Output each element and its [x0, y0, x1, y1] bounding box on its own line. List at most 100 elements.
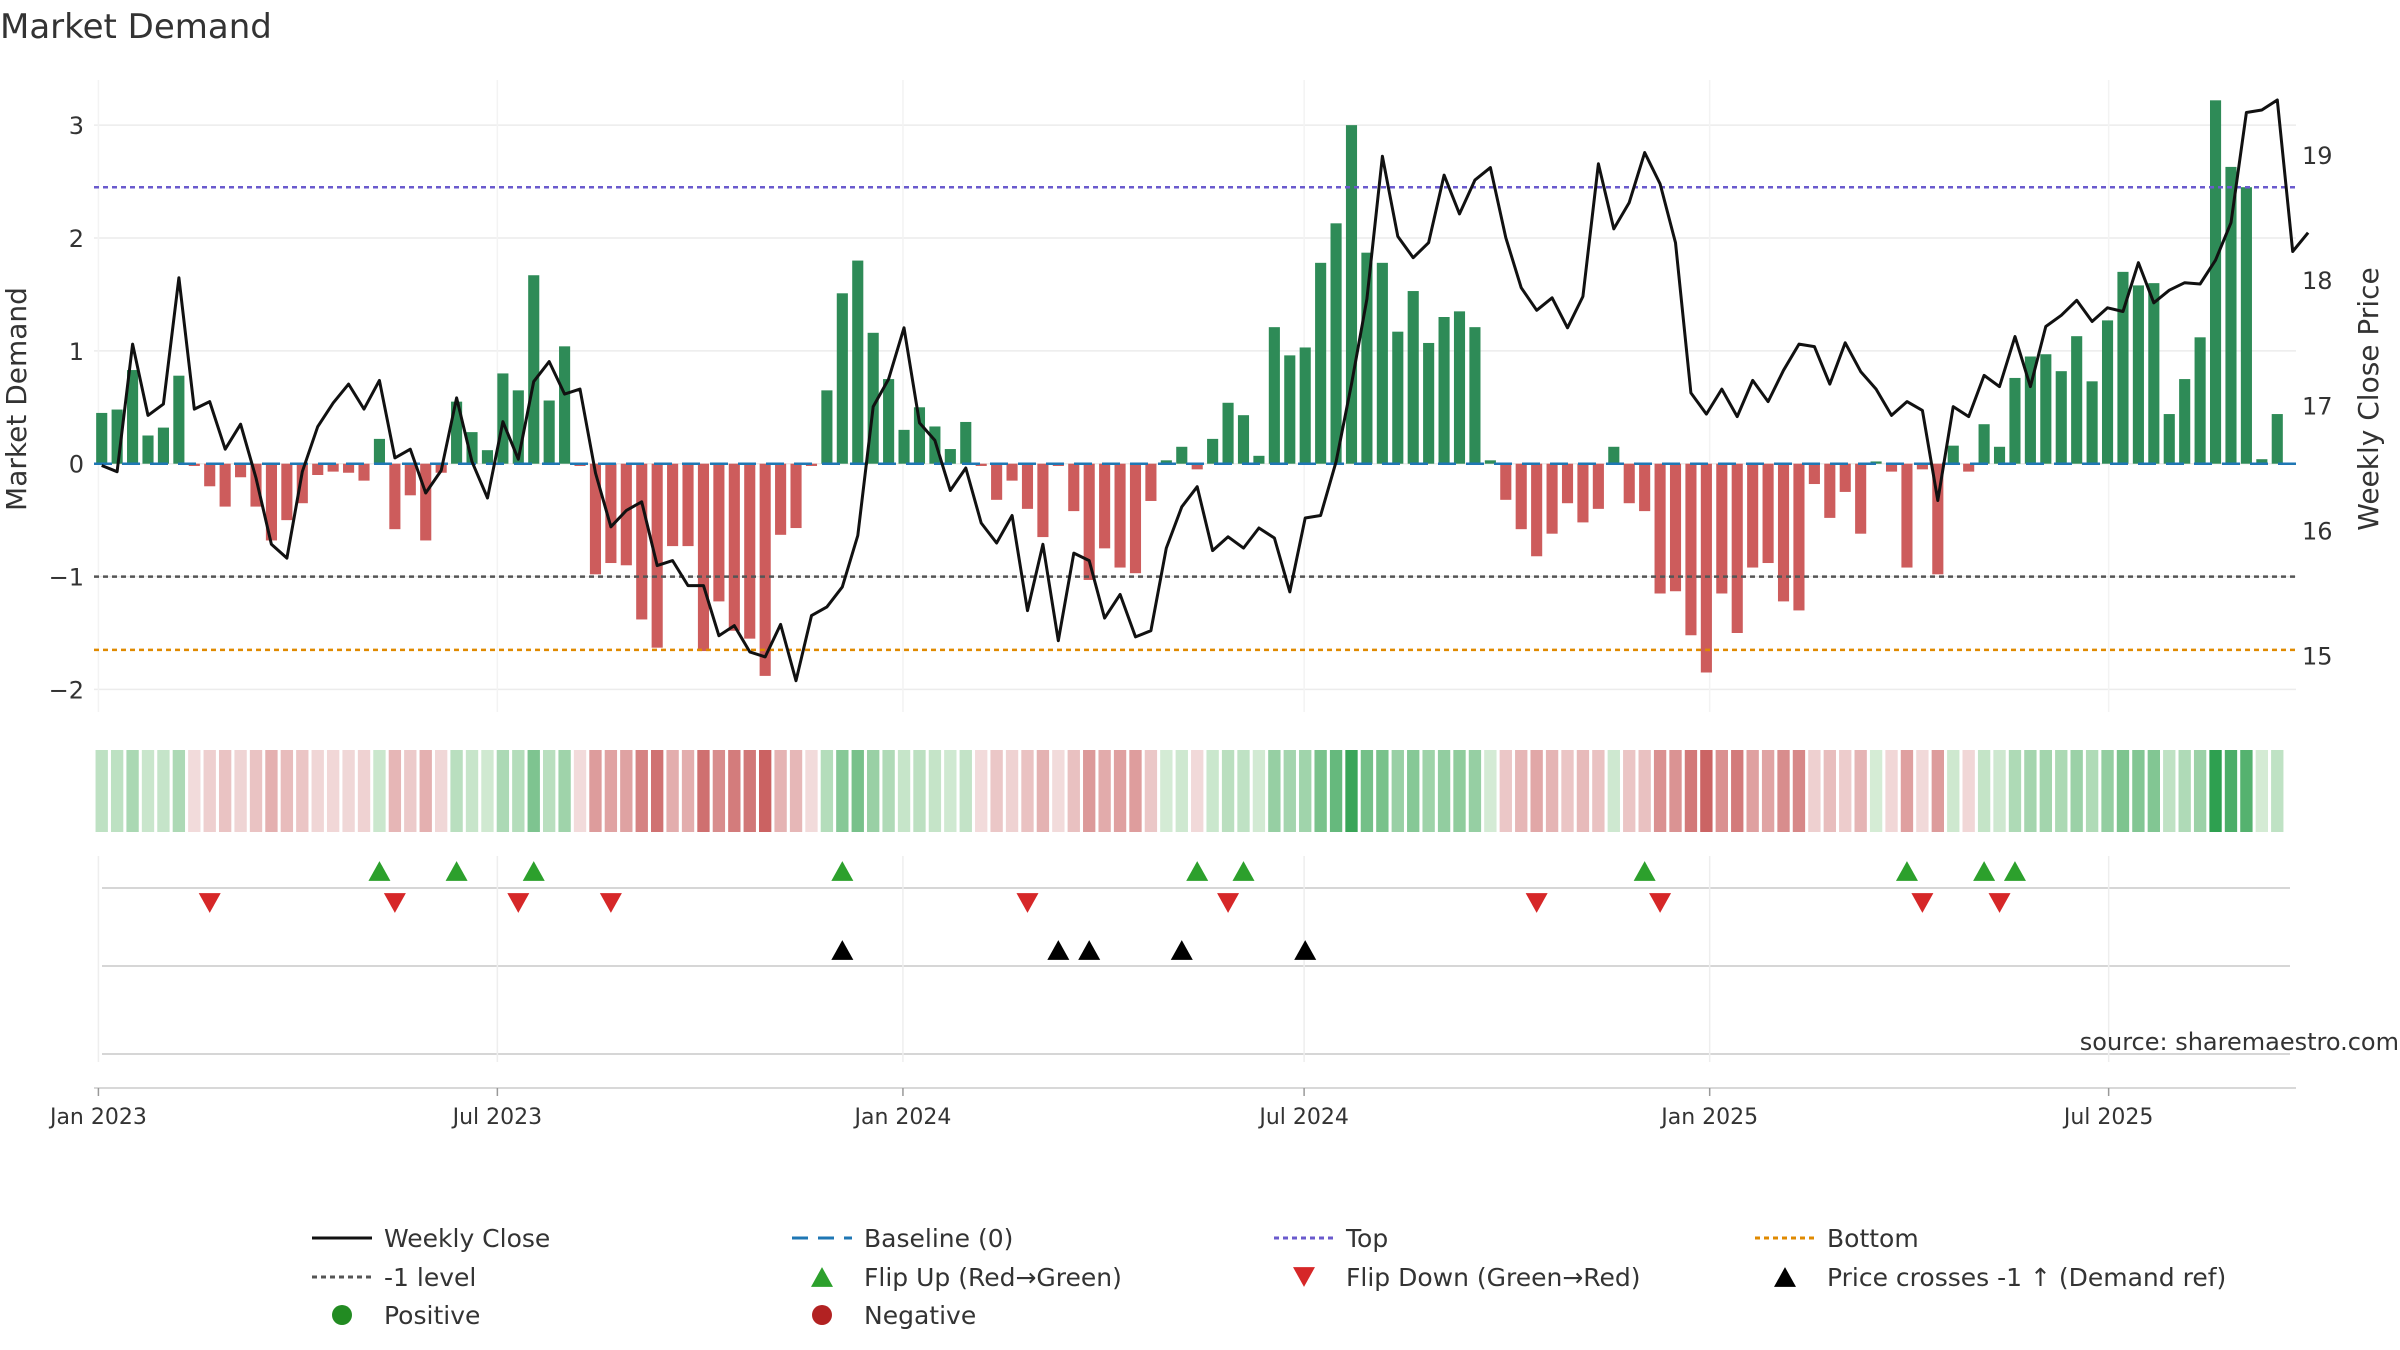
heat-strip-cell — [2163, 750, 2176, 832]
demand-bar-negative — [420, 463, 432, 541]
demand-bar-positive — [1284, 355, 1296, 464]
heat-strip-cell — [867, 750, 880, 832]
flip-down-marker — [507, 893, 530, 913]
demand-bar-positive — [836, 293, 848, 464]
legend: Weekly Close Baseline (0) Top Bottom -1 leve… — [312, 1224, 2226, 1330]
demand-bar-positive — [127, 370, 139, 464]
heat-strip-cell — [2024, 750, 2037, 832]
legend-swatch-triangle — [1774, 1267, 1796, 1287]
flip-down-marker — [1911, 893, 1934, 913]
heat-strip-cell — [1808, 750, 1821, 832]
demand-bar-negative — [682, 463, 694, 547]
demand-bar-positive — [1453, 311, 1466, 464]
y2-tick-label: 15 — [2302, 643, 2333, 671]
heat-strip-cell — [820, 750, 834, 832]
flip-up-marker — [1973, 861, 1996, 881]
demand-bar-positive — [1361, 252, 1373, 464]
flip-up-marker — [2003, 861, 2026, 881]
demand-bar-negative — [1654, 463, 1666, 594]
heat-strip-cell — [1653, 750, 1667, 832]
demand-bar-positive — [1947, 445, 1959, 464]
demand-bar-positive — [1330, 223, 1342, 464]
heat-strip-cell — [1638, 750, 1651, 832]
y-tick-label: −2 — [49, 676, 84, 704]
demand-bar-negative — [1669, 463, 1682, 592]
heat-strip-cell — [342, 750, 355, 832]
demand-bar-positive — [913, 407, 926, 464]
demand-bar-positive — [1484, 460, 1496, 464]
demand-bar-positive — [1870, 461, 1882, 464]
heat-strip-cell — [465, 750, 479, 832]
heat-strip-cell — [774, 750, 787, 832]
heat-strip-cell — [1947, 750, 1960, 832]
heat-strip-cell — [512, 750, 525, 832]
heat-strip-cell — [2147, 750, 2161, 832]
heat-strip-cell — [759, 750, 772, 832]
heat-strip-cell — [203, 750, 216, 832]
chart-title: Market Demand — [0, 7, 272, 47]
x-tick-label: Jul 2025 — [2062, 1105, 2154, 1130]
demand-bar-positive — [1299, 347, 1311, 464]
heat-strip-cell — [2101, 750, 2114, 832]
x-tick-label: Jan 2024 — [852, 1105, 951, 1130]
heat-strip-cell — [296, 750, 309, 832]
heat-strip-cell — [990, 750, 1003, 832]
heat-strip-cell — [1777, 750, 1790, 832]
heat-strip-cell — [897, 750, 911, 832]
heat-strip-cell — [743, 750, 756, 832]
demand-bar-negative — [1099, 463, 1111, 549]
demand-bar-negative — [1577, 463, 1589, 523]
heat-strip-cell — [1329, 750, 1343, 832]
demand-bar-negative — [1731, 463, 1743, 633]
demand-bar-negative — [975, 463, 987, 466]
demand-bar-negative — [296, 463, 308, 504]
demand-bar-positive — [173, 375, 185, 464]
y2-axis-label: Weekly Close Price — [2352, 267, 2385, 530]
legend-label: Bottom — [1827, 1224, 1919, 1253]
heat-strip-cell — [2132, 750, 2145, 832]
demand-bar-positive — [559, 346, 571, 464]
y-tick-label: 1 — [69, 338, 84, 366]
demand-bar-negative — [1592, 463, 1604, 509]
heat-strip-cell — [1499, 750, 1512, 832]
demand-bar-positive — [528, 275, 540, 464]
demand-bar-positive — [2240, 187, 2252, 464]
heat-strip-cell — [1684, 750, 1698, 832]
heat-strip-cell — [604, 750, 618, 832]
demand-bar-negative — [235, 463, 247, 478]
heat-strip-cell — [928, 750, 942, 832]
demand-bar-negative — [636, 463, 648, 620]
heat-strip-cell — [1052, 750, 1065, 832]
demand-bar-negative — [713, 463, 725, 602]
legend-label: -1 level — [384, 1263, 476, 1292]
demand-bar-negative — [1793, 463, 1805, 611]
demand-bar-negative — [1021, 463, 1034, 509]
demand-bar-negative — [1777, 463, 1790, 602]
heat-strip-cell — [1144, 750, 1158, 832]
flip-up-marker — [1232, 861, 1255, 881]
demand-bar-positive — [96, 412, 108, 464]
legend-label: Flip Up (Red→Green) — [864, 1263, 1122, 1292]
heat-strip-cell — [188, 750, 201, 832]
demand-bar-negative — [1824, 463, 1836, 518]
heat-strip-cell — [1083, 750, 1096, 832]
heat-strip-cell — [1206, 750, 1219, 832]
heat-strip-cell — [1391, 750, 1404, 832]
heat-strip-cell — [249, 750, 263, 832]
demand-bar-negative — [389, 463, 401, 530]
heat-strip-cell — [2255, 750, 2269, 832]
demand-bar-negative — [327, 463, 339, 472]
demand-bar-positive — [944, 449, 956, 464]
x-tick-label: Jan 2025 — [1659, 1105, 1758, 1130]
demand-bar-positive — [2163, 414, 2175, 464]
heat-strip-cell — [1113, 750, 1127, 832]
heat-strip-cell — [1962, 750, 1975, 832]
demand-bar-positive — [2271, 414, 2283, 464]
heat-strip-cell — [1360, 750, 1374, 832]
heat-strip-cell — [728, 750, 741, 832]
demand-bar-positive — [2024, 356, 2036, 464]
heat-strip-cell — [1160, 750, 1173, 832]
heat-strip-cell — [1345, 750, 1358, 832]
demand-bar-negative — [790, 463, 802, 529]
flip-up-marker — [368, 861, 391, 881]
